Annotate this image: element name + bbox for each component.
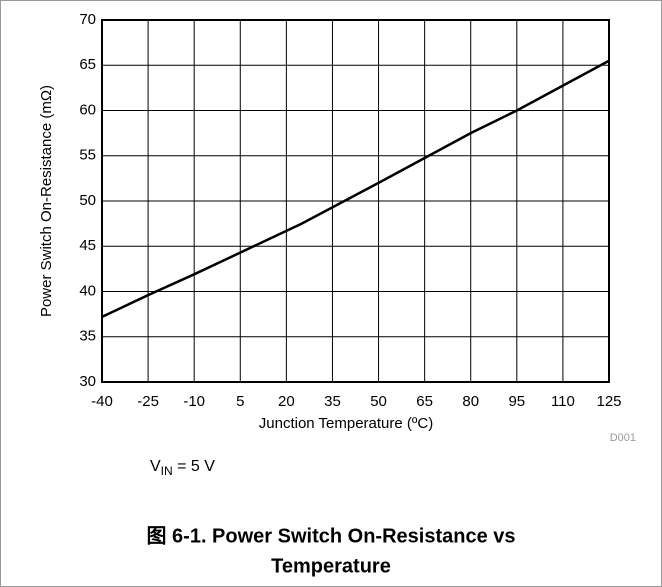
x-tick-label: 20 — [278, 393, 295, 410]
plot-frame — [101, 19, 610, 383]
x-tick-label: 65 — [416, 393, 433, 410]
annotation-part: = 5 V — [173, 458, 216, 475]
x-axis-label: Junction Temperature (ºC) — [259, 415, 433, 432]
x-tick-label: -10 — [183, 393, 205, 410]
x-tick-label: -25 — [137, 393, 159, 410]
y-tick-label: 50 — [79, 192, 96, 209]
y-tick-label: 65 — [79, 56, 96, 73]
x-tick-label: 80 — [462, 393, 479, 410]
y-tick-label: 30 — [79, 373, 96, 390]
x-tick-label: 125 — [596, 393, 621, 410]
y-tick-label: 40 — [79, 282, 96, 299]
x-tick-label: 35 — [324, 393, 341, 410]
x-tick-label: 110 — [551, 393, 575, 410]
figure-code: D001 — [610, 432, 636, 444]
x-tick-label: -40 — [91, 393, 113, 410]
y-tick-label: 55 — [79, 147, 96, 164]
y-tick-label: 35 — [79, 328, 96, 345]
y-axis-label: Power Switch On-Resistance (mΩ) — [38, 85, 55, 317]
data-line — [101, 59, 610, 318]
annotation-sub: IN — [161, 464, 173, 478]
x-tick-label: 95 — [508, 393, 525, 410]
annotation: VIN = 5 V — [150, 458, 215, 478]
caption: 图 6-1. Power Switch On-Resistance vs — [146, 524, 515, 547]
y-tick-label: 45 — [79, 237, 96, 254]
annotation-part: V — [150, 458, 161, 475]
y-tick-label: 60 — [79, 101, 96, 118]
x-tick-label: 50 — [370, 393, 387, 410]
y-tick-label: 70 — [79, 11, 96, 28]
caption: Temperature — [271, 555, 391, 577]
x-tick-label: 5 — [236, 393, 244, 410]
